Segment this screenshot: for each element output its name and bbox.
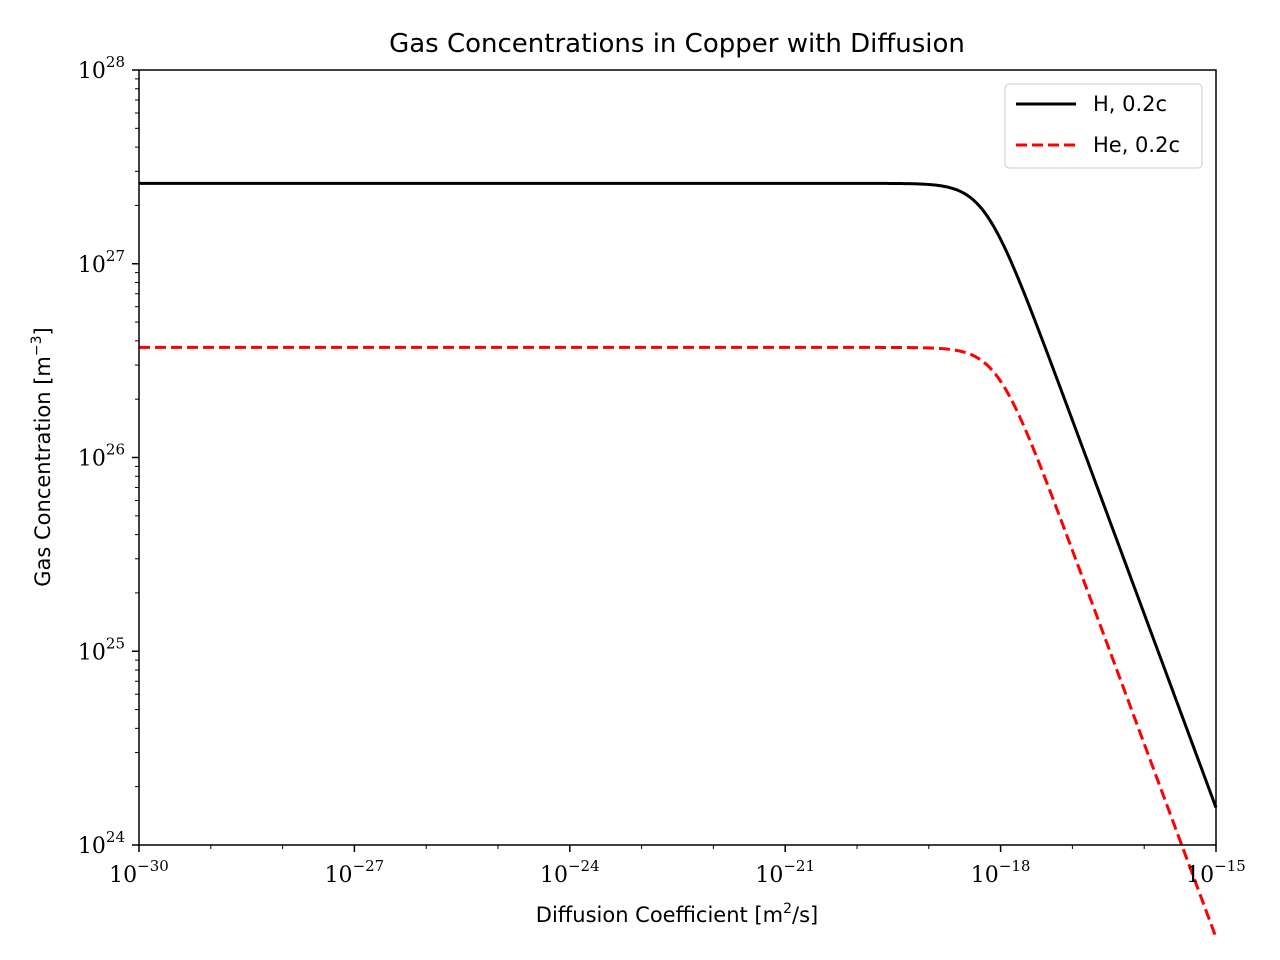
x-tick-label-base: 10 [755, 863, 783, 888]
x-axis-ticks: 10−30 10−27 10−24 10−21 10−18 10−15 [109, 845, 1246, 888]
y-axis-minor-ticks [135, 78, 139, 788]
x-axis-label-sup: 2 [783, 901, 792, 917]
y-tick-label-base: 10 [78, 447, 106, 472]
x-axis-label: Diffusion Coefficient [m2/s] [536, 901, 818, 927]
y-tick-label-base: 10 [78, 834, 106, 859]
y-tick-label-exp: 25 [106, 634, 125, 652]
x-tick-label-base: 10 [109, 863, 137, 888]
x-tick-label-base: 10 [1186, 863, 1214, 888]
x-tick-label-base: 10 [971, 863, 999, 888]
x-tick-label: 10−27 [325, 857, 385, 888]
y-tick-label: 1025 [78, 634, 125, 665]
x-tick-label-exp: −21 [783, 857, 815, 875]
x-tick-label-exp: −30 [137, 857, 169, 875]
x-axis-minor-ticks [210, 845, 1145, 849]
legend-label-h: H, 0.2c [1093, 92, 1167, 116]
y-tick-label-exp: 26 [106, 441, 125, 459]
y-tick-label-exp: 27 [106, 247, 125, 265]
legend: H, 0.2c He, 0.2c [1004, 83, 1203, 169]
legend-label-he: He, 0.2c [1093, 133, 1180, 157]
y-tick-label-base: 10 [78, 59, 106, 84]
y-tick-label: 1028 [78, 53, 125, 84]
y-tick-label-base: 10 [78, 253, 106, 278]
y-axis-label: Gas Concentration [m−3] [29, 327, 55, 587]
y-tick-label: 1027 [78, 247, 125, 278]
y-axis-label-sup: −3 [29, 335, 45, 356]
x-tick-label-exp: −15 [1214, 857, 1246, 875]
y-tick-label-exp: 24 [106, 828, 125, 846]
series-layer [139, 181, 1218, 939]
x-tick-label: 10−21 [755, 857, 815, 888]
x-tick-label-exp: −18 [999, 857, 1031, 875]
y-tick-label: 1026 [78, 441, 125, 472]
y-axis-label-suffix: ] [31, 327, 55, 335]
x-tick-label: 10−24 [540, 857, 600, 888]
series-line-he [139, 345, 1218, 939]
x-axis-label-prefix: Diffusion Coefficient [m [536, 903, 783, 927]
x-tick-label-base: 10 [540, 863, 568, 888]
series-line-h [139, 181, 1218, 809]
x-tick-label: 10−18 [971, 857, 1031, 888]
y-tick-label: 1024 [78, 828, 125, 859]
y-tick-label-exp: 28 [106, 53, 125, 71]
x-tick-label-exp: −24 [568, 857, 600, 875]
y-tick-label-base: 10 [78, 640, 106, 665]
x-tick-label: 10−30 [109, 857, 169, 888]
x-axis-label-suffix: /s] [792, 903, 818, 927]
x-tick-label-exp: −27 [353, 857, 385, 875]
chart-title: Gas Concentrations in Copper with Diffus… [389, 29, 965, 59]
x-tick-label: 10−15 [1186, 857, 1246, 888]
y-axis-label-prefix: Gas Concentration [m [31, 356, 55, 587]
x-tick-label-base: 10 [325, 863, 353, 888]
